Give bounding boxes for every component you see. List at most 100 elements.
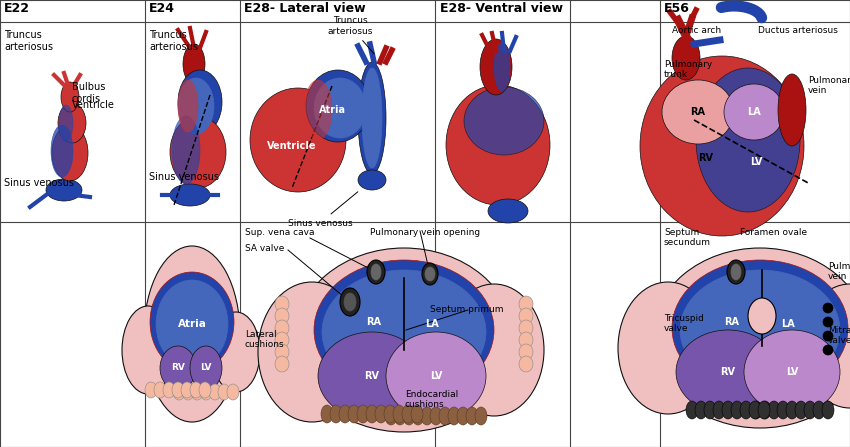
Ellipse shape xyxy=(768,401,780,419)
Ellipse shape xyxy=(394,407,406,425)
Text: Sup. vena cava: Sup. vena cava xyxy=(245,228,314,237)
Ellipse shape xyxy=(724,84,784,140)
Ellipse shape xyxy=(652,248,850,428)
Ellipse shape xyxy=(640,56,804,236)
Ellipse shape xyxy=(411,405,423,423)
Ellipse shape xyxy=(778,74,806,146)
Ellipse shape xyxy=(154,382,166,398)
Ellipse shape xyxy=(402,405,414,423)
Ellipse shape xyxy=(813,401,825,419)
Ellipse shape xyxy=(786,401,798,419)
Text: E56: E56 xyxy=(664,2,690,15)
Ellipse shape xyxy=(61,82,79,112)
Ellipse shape xyxy=(519,344,533,360)
Text: Sinus venosus: Sinus venosus xyxy=(287,192,358,228)
Text: RV: RV xyxy=(699,153,713,163)
Ellipse shape xyxy=(145,382,157,398)
Ellipse shape xyxy=(748,298,776,334)
Text: Pulmonary
vein: Pulmonary vein xyxy=(828,262,850,282)
Text: Tricuspid
valve: Tricuspid valve xyxy=(664,314,704,333)
Ellipse shape xyxy=(422,263,438,285)
Ellipse shape xyxy=(466,407,478,425)
Ellipse shape xyxy=(519,356,533,372)
Ellipse shape xyxy=(172,382,184,398)
Ellipse shape xyxy=(178,80,198,132)
Ellipse shape xyxy=(439,407,451,425)
Ellipse shape xyxy=(250,88,346,192)
Text: LV: LV xyxy=(430,371,442,381)
Ellipse shape xyxy=(744,330,840,414)
Text: Foramen ovale: Foramen ovale xyxy=(740,228,808,237)
Text: RA: RA xyxy=(724,317,740,327)
Ellipse shape xyxy=(795,401,807,419)
Ellipse shape xyxy=(464,87,544,155)
Text: Septum primum: Septum primum xyxy=(430,305,503,314)
Ellipse shape xyxy=(386,332,486,420)
Ellipse shape xyxy=(519,320,533,336)
Ellipse shape xyxy=(457,407,469,425)
Text: LA: LA xyxy=(781,319,795,329)
Ellipse shape xyxy=(275,296,289,312)
Ellipse shape xyxy=(160,346,196,390)
Ellipse shape xyxy=(430,407,442,425)
Text: RV: RV xyxy=(721,367,735,377)
Ellipse shape xyxy=(680,270,840,390)
Ellipse shape xyxy=(672,36,700,80)
Ellipse shape xyxy=(686,401,698,419)
Ellipse shape xyxy=(200,384,212,400)
Text: LV: LV xyxy=(750,157,762,167)
Ellipse shape xyxy=(275,332,289,348)
Ellipse shape xyxy=(321,405,333,423)
Ellipse shape xyxy=(340,288,360,316)
Ellipse shape xyxy=(823,345,833,355)
Ellipse shape xyxy=(191,384,203,400)
Ellipse shape xyxy=(480,39,512,95)
Ellipse shape xyxy=(306,70,370,142)
Ellipse shape xyxy=(475,407,487,425)
Ellipse shape xyxy=(446,85,550,205)
Ellipse shape xyxy=(448,407,460,425)
Ellipse shape xyxy=(178,70,222,134)
Ellipse shape xyxy=(314,260,494,400)
Ellipse shape xyxy=(304,80,332,140)
Ellipse shape xyxy=(823,331,833,341)
Ellipse shape xyxy=(275,344,289,360)
Ellipse shape xyxy=(209,384,221,400)
Ellipse shape xyxy=(156,280,228,368)
Text: RV: RV xyxy=(171,363,185,372)
Ellipse shape xyxy=(750,401,762,419)
Ellipse shape xyxy=(183,44,205,84)
Ellipse shape xyxy=(357,405,369,423)
Ellipse shape xyxy=(727,260,745,284)
Text: Atria: Atria xyxy=(319,105,345,115)
Ellipse shape xyxy=(519,296,533,312)
Ellipse shape xyxy=(314,78,366,138)
Ellipse shape xyxy=(385,407,397,425)
Text: Sinus venosus: Sinus venosus xyxy=(149,172,219,182)
Ellipse shape xyxy=(163,382,175,398)
Text: E28- Lateral view: E28- Lateral view xyxy=(244,2,366,15)
Text: LV: LV xyxy=(785,367,798,377)
Text: LA: LA xyxy=(425,319,439,329)
Ellipse shape xyxy=(51,125,73,177)
Ellipse shape xyxy=(190,346,222,390)
Ellipse shape xyxy=(444,284,544,416)
Ellipse shape xyxy=(823,303,833,313)
Ellipse shape xyxy=(393,405,405,423)
Text: SA valve: SA valve xyxy=(245,244,285,253)
Ellipse shape xyxy=(59,105,73,141)
Ellipse shape xyxy=(52,125,88,181)
Ellipse shape xyxy=(358,62,386,174)
Text: Truncus
arteriosus: Truncus arteriosus xyxy=(327,16,374,54)
Ellipse shape xyxy=(358,170,386,190)
Ellipse shape xyxy=(412,407,424,425)
Ellipse shape xyxy=(519,332,533,348)
Ellipse shape xyxy=(375,405,387,423)
Ellipse shape xyxy=(212,312,260,392)
Text: E28- Ventral view: E28- Ventral view xyxy=(440,2,563,15)
Ellipse shape xyxy=(275,320,289,336)
Ellipse shape xyxy=(731,264,741,280)
Text: Truncus
arteriosus: Truncus arteriosus xyxy=(149,30,198,51)
Ellipse shape xyxy=(804,401,816,419)
Text: Endocardial
cushions: Endocardial cushions xyxy=(405,390,458,409)
